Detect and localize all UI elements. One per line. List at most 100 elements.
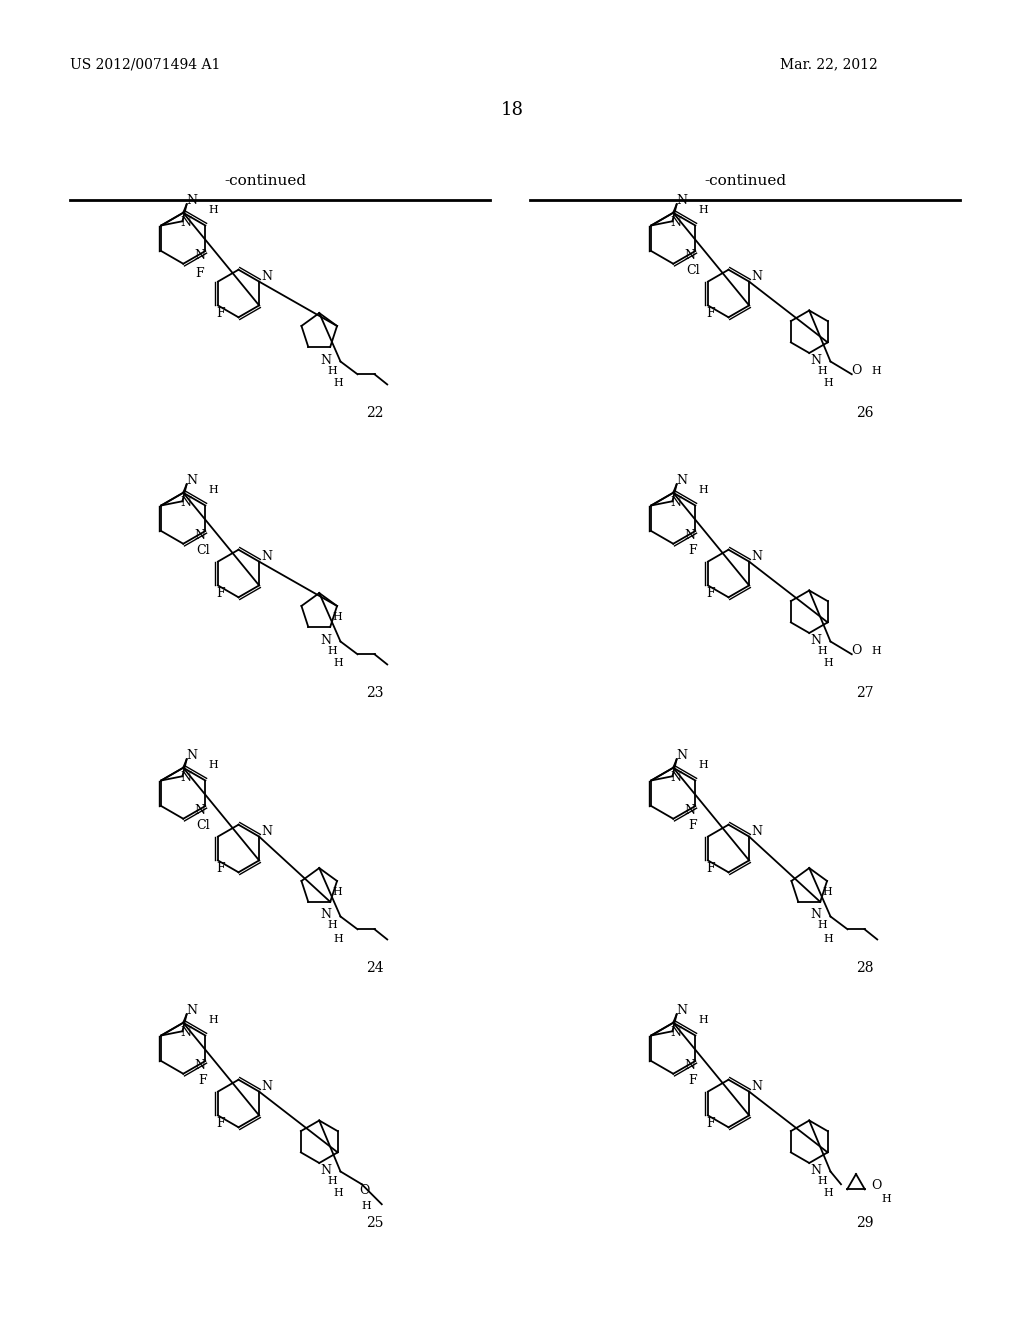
- Text: N: N: [186, 1005, 198, 1018]
- Text: N: N: [670, 771, 681, 784]
- Text: H: H: [208, 1015, 218, 1024]
- Text: H: H: [871, 366, 882, 376]
- Text: Cl: Cl: [196, 544, 210, 557]
- Text: H: H: [698, 1015, 708, 1024]
- Text: N: N: [261, 1080, 272, 1093]
- Text: N: N: [195, 1059, 206, 1072]
- Text: 26: 26: [856, 405, 873, 420]
- Text: N: N: [676, 1005, 687, 1018]
- Text: Mar. 22, 2012: Mar. 22, 2012: [780, 57, 878, 71]
- Text: N: N: [319, 354, 331, 367]
- Text: O: O: [852, 644, 862, 657]
- Text: H: H: [333, 887, 342, 896]
- Text: H: H: [328, 645, 337, 656]
- Text: F: F: [199, 1073, 207, 1086]
- Text: H: H: [817, 920, 827, 931]
- Text: H: H: [823, 1188, 834, 1199]
- Text: -continued: -continued: [703, 174, 786, 187]
- Text: H: H: [334, 933, 343, 944]
- Text: H: H: [333, 611, 342, 622]
- Text: N: N: [319, 634, 331, 647]
- Text: N: N: [685, 1059, 696, 1072]
- Text: N: N: [685, 804, 696, 817]
- Text: 27: 27: [856, 686, 873, 700]
- Text: N: N: [752, 825, 763, 838]
- Text: N: N: [810, 634, 821, 647]
- Text: H: H: [823, 933, 834, 944]
- Text: N: N: [676, 750, 687, 762]
- Text: N: N: [195, 804, 206, 817]
- Text: N: N: [180, 496, 190, 510]
- Text: H: H: [334, 379, 343, 388]
- Text: H: H: [698, 205, 708, 215]
- Text: H: H: [361, 1201, 372, 1212]
- Text: F: F: [688, 544, 697, 557]
- Text: H: H: [328, 366, 337, 375]
- Text: H: H: [817, 366, 827, 375]
- Text: US 2012/0071494 A1: US 2012/0071494 A1: [70, 57, 220, 71]
- Text: N: N: [186, 194, 198, 207]
- Text: N: N: [810, 908, 821, 921]
- Text: N: N: [180, 216, 190, 230]
- Text: H: H: [334, 1188, 343, 1199]
- Text: 28: 28: [856, 961, 873, 974]
- Text: H: H: [328, 1176, 337, 1185]
- Text: H: H: [334, 659, 343, 668]
- Text: N: N: [676, 474, 687, 487]
- Text: 25: 25: [366, 1216, 384, 1230]
- Text: -continued: -continued: [224, 174, 306, 187]
- Text: O: O: [359, 1184, 370, 1197]
- Text: O: O: [870, 1179, 882, 1192]
- Text: 18: 18: [501, 102, 523, 119]
- Text: F: F: [707, 308, 715, 321]
- Text: F: F: [688, 1073, 697, 1086]
- Text: 22: 22: [366, 405, 384, 420]
- Text: N: N: [261, 269, 272, 282]
- Text: H: H: [208, 484, 218, 495]
- Text: N: N: [752, 1080, 763, 1093]
- Text: N: N: [186, 750, 198, 762]
- Text: N: N: [752, 549, 763, 562]
- Text: 29: 29: [856, 1216, 873, 1230]
- Text: H: H: [817, 645, 827, 656]
- Text: N: N: [810, 1163, 821, 1176]
- Text: N: N: [685, 249, 696, 261]
- Text: N: N: [752, 269, 763, 282]
- Text: N: N: [676, 194, 687, 207]
- Text: F: F: [216, 862, 225, 875]
- Text: N: N: [810, 354, 821, 367]
- Text: Cl: Cl: [196, 818, 210, 832]
- Text: F: F: [707, 862, 715, 875]
- Text: F: F: [216, 1117, 225, 1130]
- Text: N: N: [180, 771, 190, 784]
- Text: H: H: [823, 659, 834, 668]
- Text: F: F: [196, 267, 204, 280]
- Text: H: H: [823, 379, 834, 388]
- Text: N: N: [670, 1026, 681, 1039]
- Text: N: N: [261, 825, 272, 838]
- Text: H: H: [208, 205, 218, 215]
- Text: F: F: [688, 818, 697, 832]
- Text: N: N: [670, 216, 681, 230]
- Text: N: N: [670, 496, 681, 510]
- Text: H: H: [881, 1195, 891, 1204]
- Text: H: H: [871, 647, 882, 656]
- Text: O: O: [852, 364, 862, 378]
- Text: N: N: [261, 549, 272, 562]
- Text: 23: 23: [366, 686, 384, 700]
- Text: N: N: [195, 529, 206, 543]
- Text: H: H: [208, 760, 218, 770]
- Text: F: F: [707, 587, 715, 601]
- Text: N: N: [685, 529, 696, 543]
- Text: F: F: [216, 587, 225, 601]
- Text: N: N: [180, 1026, 190, 1039]
- Text: H: H: [328, 920, 337, 931]
- Text: 24: 24: [366, 961, 384, 974]
- Text: Cl: Cl: [686, 264, 699, 277]
- Text: H: H: [817, 1176, 827, 1185]
- Text: N: N: [195, 249, 206, 261]
- Text: H: H: [698, 760, 708, 770]
- Text: N: N: [186, 474, 198, 487]
- Text: N: N: [319, 908, 331, 921]
- Text: H: H: [698, 484, 708, 495]
